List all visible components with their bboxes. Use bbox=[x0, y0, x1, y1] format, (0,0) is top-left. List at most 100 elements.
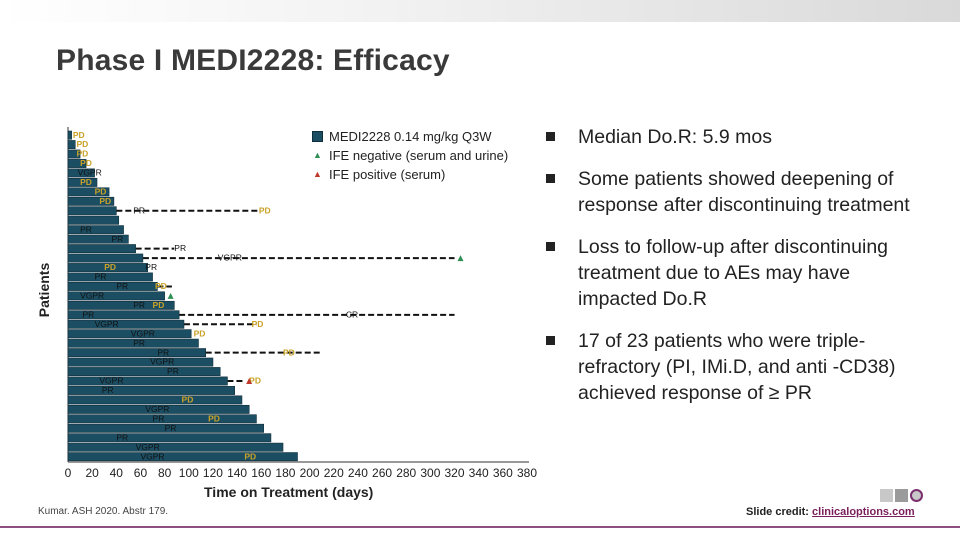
response-label: PD bbox=[104, 262, 116, 272]
patient-bar bbox=[67, 357, 214, 367]
patient-bar bbox=[67, 168, 95, 178]
patient-bar bbox=[67, 338, 199, 348]
legend-item-ife-negative: ▲ IFE negative (serum and urine) bbox=[312, 146, 508, 165]
response-label: PD bbox=[95, 187, 107, 197]
ife-negative-triangle-icon bbox=[457, 255, 464, 262]
response-label: PR bbox=[111, 234, 123, 244]
response-label: PD bbox=[194, 328, 206, 338]
x-tick-label: 380 bbox=[517, 466, 537, 480]
top-gradient-bar bbox=[0, 0, 960, 22]
response-label: VGPR bbox=[150, 357, 174, 367]
patient-bar bbox=[67, 414, 257, 424]
x-tick-label: 140 bbox=[227, 466, 247, 480]
footer-divider bbox=[0, 526, 960, 528]
cco-logo bbox=[880, 489, 923, 502]
x-tick-label: 220 bbox=[324, 466, 344, 480]
response-label: PD bbox=[76, 139, 88, 149]
patient-bar bbox=[67, 177, 98, 187]
patient-bar bbox=[67, 272, 153, 282]
response-label: VGPR bbox=[218, 253, 242, 263]
response-label: PD bbox=[249, 376, 261, 386]
bullet-square-icon bbox=[546, 242, 555, 251]
patient-bar bbox=[67, 433, 272, 443]
response-label: PR bbox=[116, 281, 128, 291]
legend-label: IFE negative (serum and urine) bbox=[329, 148, 509, 163]
response-label: PD bbox=[80, 177, 92, 187]
credit-prefix: Slide credit: bbox=[746, 506, 813, 518]
patient-bar bbox=[67, 206, 117, 216]
response-label: VGPR bbox=[95, 319, 119, 329]
bullet-item: Median Do.R: 5.9 mos bbox=[546, 124, 926, 150]
patient-bar bbox=[67, 310, 180, 320]
bar-swatch-icon bbox=[312, 131, 323, 142]
bullet-text: Some patients showed deepening of respon… bbox=[578, 168, 910, 216]
x-tick-label: 280 bbox=[396, 466, 416, 480]
slide-credit: Slide credit: clinicaloptions.com bbox=[746, 506, 915, 518]
x-tick-label: 260 bbox=[372, 466, 392, 480]
bullet-item: 17 of 23 patients who were triple-refrac… bbox=[546, 328, 926, 406]
patient-bar bbox=[67, 367, 221, 376]
bullet-text: Median Do.R: 5.9 mos bbox=[578, 126, 773, 148]
patient-bar bbox=[67, 187, 110, 197]
x-tick-label: 240 bbox=[348, 466, 368, 480]
bullet-square-icon bbox=[546, 174, 555, 183]
x-tick-label: 180 bbox=[275, 466, 295, 480]
response-label: VGPR bbox=[80, 291, 104, 301]
bullet-text: 17 of 23 patients who were triple-refrac… bbox=[578, 330, 896, 404]
patient-bar bbox=[67, 319, 185, 329]
bullet-list: Median Do.R: 5.9 mos Some patients showe… bbox=[546, 124, 926, 406]
bullet-item: Some patients showed deepening of respon… bbox=[546, 166, 926, 218]
patient-bar bbox=[67, 442, 284, 452]
x-tick-label: 60 bbox=[134, 466, 148, 480]
patient-bar bbox=[67, 300, 175, 310]
response-label: PD bbox=[283, 347, 295, 357]
x-tick-label: 200 bbox=[300, 466, 320, 480]
response-label: PR bbox=[116, 432, 128, 442]
response-label: VGPR bbox=[145, 404, 169, 414]
credit-link[interactable]: clinicaloptions.com bbox=[812, 506, 915, 518]
legend-label: MEDI2228 0.14 mg/kg Q3W bbox=[329, 129, 492, 144]
patient-bar bbox=[67, 253, 144, 263]
response-label: PD bbox=[99, 196, 111, 206]
response-label: PR bbox=[157, 347, 169, 357]
patient-bar bbox=[67, 291, 165, 301]
response-label: PR bbox=[133, 338, 145, 348]
response-label: PR bbox=[82, 309, 94, 319]
x-tick-label: 80 bbox=[158, 466, 172, 480]
patient-bar bbox=[67, 376, 228, 386]
bullet-text: Loss to follow-up after discontinuing tr… bbox=[578, 236, 889, 310]
legend-item-dose: MEDI2228 0.14 mg/kg Q3W bbox=[312, 127, 508, 146]
response-label: PD bbox=[153, 300, 165, 310]
patient-bar bbox=[67, 225, 124, 235]
response-label: PD bbox=[73, 130, 85, 140]
response-label: VGPR bbox=[131, 328, 155, 338]
response-label: PD bbox=[259, 205, 271, 215]
patient-bar bbox=[67, 404, 250, 414]
y-axis-label: Patients bbox=[36, 262, 52, 318]
patient-bar bbox=[67, 348, 206, 358]
response-label: PD bbox=[182, 395, 194, 405]
bullet-square-icon bbox=[546, 132, 555, 141]
response-label: PR bbox=[102, 385, 114, 395]
patient-bar bbox=[67, 140, 76, 150]
response-label: PR bbox=[153, 413, 165, 423]
legend-label: IFE positive (serum) bbox=[329, 167, 446, 182]
x-tick-label: 340 bbox=[469, 466, 489, 480]
triangle-red-icon: ▲ bbox=[313, 169, 322, 179]
response-label: PR bbox=[133, 205, 145, 215]
ife-negative-triangle-icon bbox=[167, 292, 174, 299]
x-tick-label: 120 bbox=[203, 466, 223, 480]
x-tick-label: 320 bbox=[445, 466, 465, 480]
response-label: VGPR bbox=[136, 442, 160, 452]
ife-positive-triangle-icon bbox=[246, 378, 253, 385]
x-tick-label: 300 bbox=[420, 466, 440, 480]
response-label: VGPR bbox=[99, 376, 123, 386]
x-tick-label: 20 bbox=[85, 466, 99, 480]
chart-legend: MEDI2228 0.14 mg/kg Q3W ▲ IFE negative (… bbox=[312, 127, 508, 184]
x-tick-label: 0 bbox=[65, 466, 72, 480]
triangle-green-icon: ▲ bbox=[313, 150, 322, 160]
patient-bar bbox=[67, 149, 81, 159]
logo-block-icon bbox=[880, 489, 893, 502]
patient-bar bbox=[67, 159, 87, 168]
